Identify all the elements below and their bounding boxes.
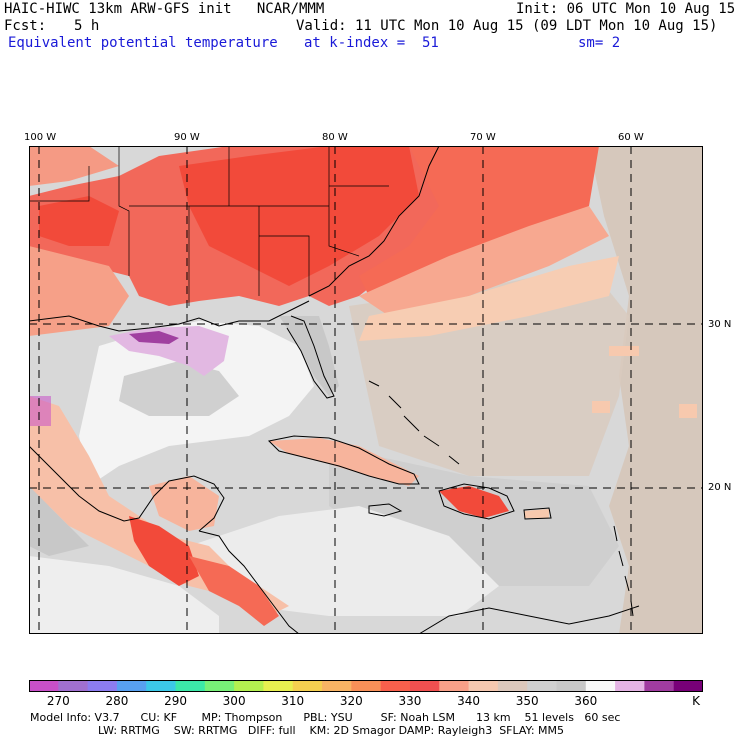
colorbar-unit: K bbox=[692, 694, 700, 708]
bahamas-islands bbox=[368, 380, 460, 465]
level-index: at k-index = 51 bbox=[304, 35, 439, 51]
hispaniola-hot bbox=[439, 486, 509, 518]
mexico-hot-spots bbox=[129, 516, 199, 586]
colorbar-tick-label: 330 bbox=[398, 694, 422, 708]
lesser-antilles bbox=[613, 525, 634, 617]
central-america-hot bbox=[189, 556, 279, 626]
mexico-warm bbox=[29, 396, 289, 616]
map-frame bbox=[29, 146, 703, 634]
us-cooler-patches bbox=[29, 146, 119, 186]
colorbar-swatch bbox=[146, 680, 177, 692]
colorbar-swatch bbox=[585, 680, 616, 692]
colorbar-swatch bbox=[116, 680, 147, 692]
colorbar-tick-label: 290 bbox=[164, 694, 187, 708]
us-hot-region bbox=[179, 146, 419, 286]
warm-patch-4 bbox=[29, 396, 51, 426]
atlantic-coast bbox=[308, 146, 440, 297]
colorbar-swatch bbox=[644, 680, 675, 692]
valid-time: Valid: 11 UTC Mon 10 Aug 15 (09 LDT Mon … bbox=[296, 18, 718, 34]
warm-patch-2 bbox=[679, 404, 697, 418]
coastlines bbox=[29, 146, 640, 634]
central-america-coast bbox=[198, 530, 300, 634]
colorbar-swatch bbox=[58, 680, 89, 692]
colorbar-swatch bbox=[204, 680, 235, 692]
atlantic-peach-band bbox=[359, 256, 619, 341]
warm-patch-1 bbox=[592, 401, 610, 413]
gulf-dark-purple bbox=[129, 331, 179, 344]
caribbean-light-area bbox=[189, 506, 499, 616]
colorbar-swatch bbox=[351, 680, 382, 692]
colorbar-tick-label: 350 bbox=[515, 694, 539, 708]
eastern-atlantic-zone bbox=[589, 146, 703, 634]
pacific-gray-area bbox=[29, 466, 89, 556]
colorbar-swatch bbox=[615, 680, 645, 692]
colorbar-tick-label: 300 bbox=[222, 694, 246, 708]
colorbar-swatch bbox=[234, 680, 264, 692]
colorbar-swatch bbox=[527, 680, 557, 692]
colorbar-swatch bbox=[175, 680, 206, 692]
us-gulf-coast bbox=[29, 300, 310, 332]
florida-coast bbox=[286, 315, 335, 399]
lon-label-60w: 60 W bbox=[618, 132, 644, 143]
colorbar-swatch bbox=[409, 680, 440, 692]
colorbar-swatch bbox=[556, 680, 587, 692]
colorbar-swatch bbox=[497, 680, 528, 692]
colorbar-tick-label: 310 bbox=[281, 694, 305, 708]
model-info-line1: Model Info: V3.7 CU: KF MP: Thompson PBL… bbox=[30, 711, 621, 724]
south-america-coast bbox=[418, 605, 640, 634]
colorbar-tick-label: 360 bbox=[574, 694, 598, 708]
puerto-rico-warm bbox=[524, 509, 549, 518]
atlantic-warm-plume bbox=[359, 146, 599, 296]
colorbar-swatch bbox=[439, 680, 470, 692]
us-hot-west bbox=[39, 196, 119, 246]
texas-mexico-coast bbox=[29, 445, 225, 532]
model-title: HAIC-HIWC 13km ARW-GFS init NCAR/MMM bbox=[4, 1, 325, 17]
lon-label-70w: 70 W bbox=[470, 132, 496, 143]
colorbar-tick-label: 340 bbox=[457, 694, 481, 708]
smoothing: sm= 2 bbox=[578, 35, 621, 51]
model-info-line2: LW: RRTMG SW: RRTMG DIFF: full KM: 2D Sm… bbox=[98, 724, 564, 737]
colorbar bbox=[29, 680, 703, 692]
forecast-hour: 5 h bbox=[74, 18, 100, 34]
lat-label-20n: 20 N bbox=[708, 482, 732, 493]
colorbar-frame bbox=[29, 680, 703, 692]
colorbar-tick-label: 320 bbox=[339, 694, 363, 708]
colorbar-tick-label: 280 bbox=[105, 694, 129, 708]
lon-label-100w: 100 W bbox=[24, 132, 57, 143]
cuba-warm bbox=[269, 438, 419, 486]
atlantic-salmon-band bbox=[359, 206, 609, 316]
state-borders bbox=[29, 146, 389, 306]
forecast-label: Fcst: bbox=[4, 18, 47, 34]
colorbar-swatch bbox=[380, 680, 411, 692]
colorbar-swatch bbox=[29, 680, 59, 692]
lat-label-30n: 30 N bbox=[708, 319, 732, 330]
lon-label-90w: 90 W bbox=[174, 132, 200, 143]
colorbar-swatch bbox=[263, 680, 294, 692]
hispaniola-coast bbox=[438, 483, 515, 520]
theta-e-map bbox=[29, 146, 703, 634]
texas-coast-warm bbox=[29, 246, 129, 336]
pacific-light-area bbox=[29, 556, 219, 634]
colorbar-swatch bbox=[468, 680, 499, 692]
yucatan-warm bbox=[149, 476, 219, 531]
init-time: Init: 06 UTC Mon 10 Aug 15 bbox=[516, 1, 736, 17]
field-name: Equivalent potential temperature bbox=[8, 35, 278, 51]
gulf-gray-patch bbox=[119, 361, 239, 416]
colorbar-swatch bbox=[673, 680, 703, 692]
jamaica-coast bbox=[368, 503, 403, 517]
cuba-coast bbox=[267, 435, 420, 485]
lat-lon-grid bbox=[29, 146, 703, 634]
warm-patch-3 bbox=[609, 346, 639, 356]
colorbar-swatch bbox=[87, 680, 118, 692]
colorbar-tick-label: 270 bbox=[46, 694, 70, 708]
puerto-rico-coast bbox=[523, 507, 552, 520]
colorbar-swatch bbox=[292, 680, 323, 692]
lon-label-80w: 80 W bbox=[322, 132, 348, 143]
colorbar-swatch bbox=[322, 680, 352, 692]
